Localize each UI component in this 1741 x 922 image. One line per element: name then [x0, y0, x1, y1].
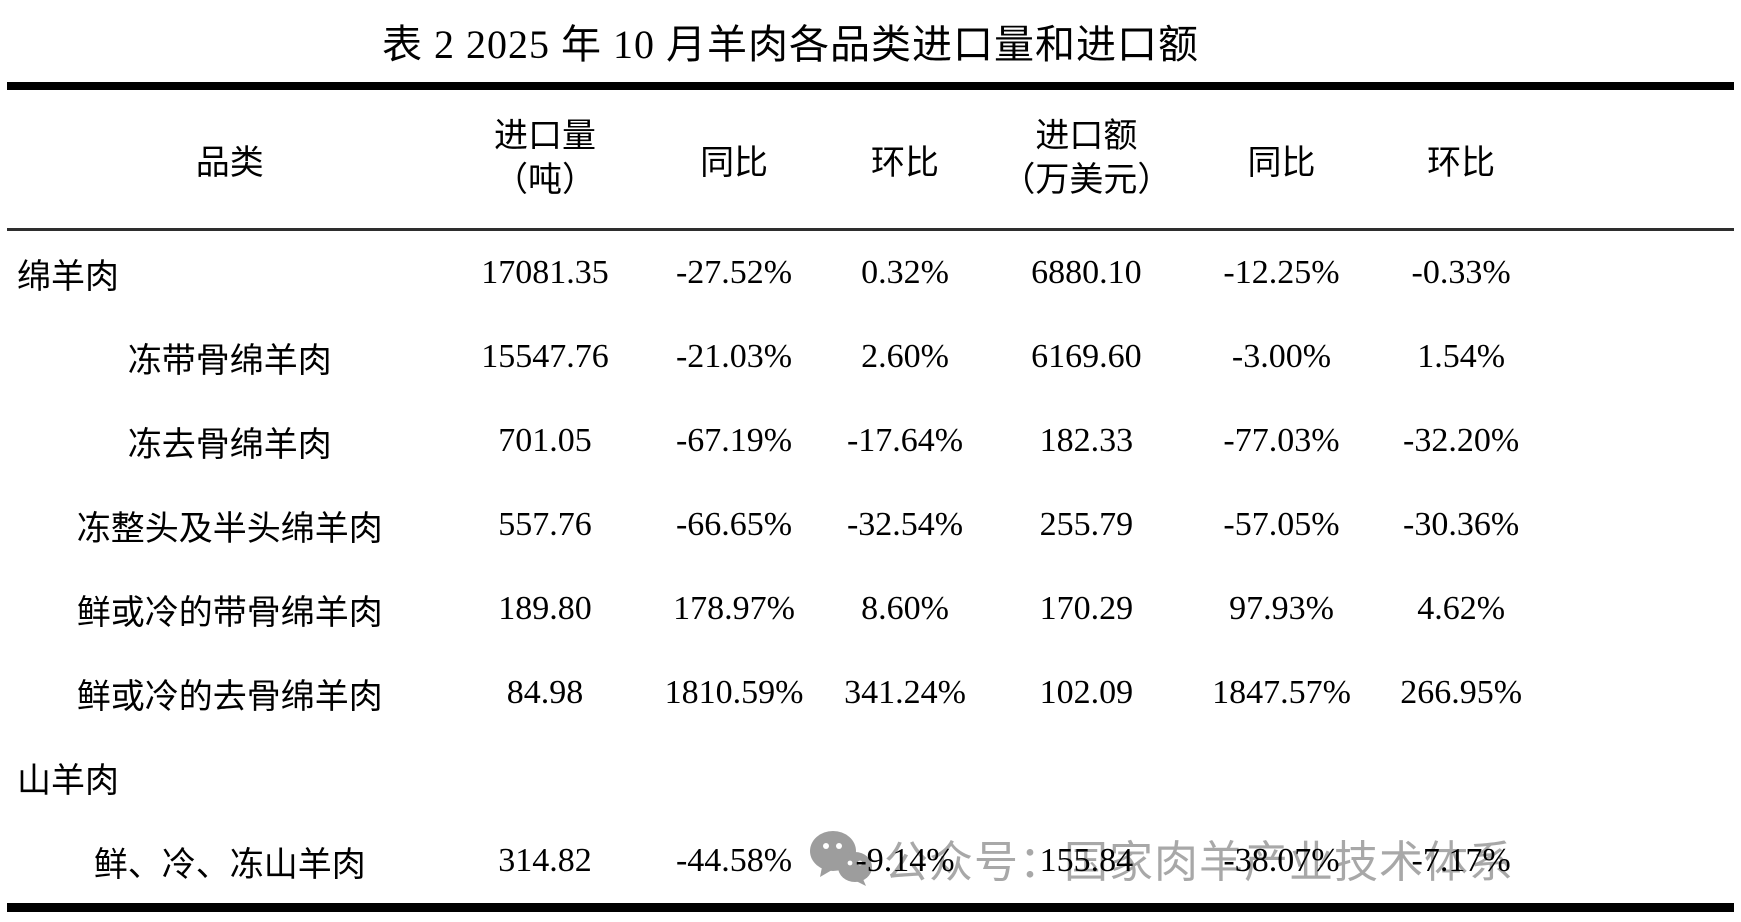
column-header-mom-volume: 环比: [830, 86, 980, 231]
yoy-volume-cell: -21.03%: [675, 338, 793, 375]
import-value-unit: （万美元）: [1001, 162, 1172, 199]
value-cell: 6880.10: [1031, 254, 1142, 291]
volume-cell: 17081.35: [481, 254, 609, 291]
value-cell: 6169.60: [1031, 338, 1142, 375]
column-header-yoy-volume: 同比: [637, 86, 831, 231]
mom-value-cell: 4.62%: [1417, 590, 1506, 627]
mom-volume-cell: -9.14%: [855, 842, 955, 879]
table-row-fresh-chilled-boneless-sheep: 鲜或冷的去骨绵羊肉 84.98 1810.59% 341.24% 102.09 …: [7, 651, 1734, 735]
title-row: 表 2 2025 年 10 月羊肉各品类进口量和进口额: [0, 0, 1741, 82]
mom-volume-cell: 2.60%: [861, 338, 949, 375]
category-cell: 冻带骨绵羊肉: [127, 342, 332, 380]
table-title: 表 2 2025 年 10 月羊肉各品类进口量和进口额: [382, 22, 1199, 67]
spacer-cell: [1553, 315, 1734, 399]
value-cell: 182.33: [1039, 422, 1134, 459]
table-row-goat-meat: 山羊肉: [7, 735, 1734, 819]
import-table: 品类 进口量 （吨） 同比 环比 进口额 （万美元） 同比 环比 绵羊肉 170…: [7, 82, 1734, 912]
table-row-frozen-bone-in-sheep: 冻带骨绵羊肉 15547.76 -21.03% 2.60% 6169.60 -3…: [7, 315, 1734, 399]
value-cell: [979, 735, 1193, 819]
mom-value-cell: 266.95%: [1400, 674, 1523, 711]
mom-volume-cell: [831, 735, 980, 819]
spacer-cell: [1553, 651, 1734, 735]
table-row-frozen-whole-half-head-sheep: 冻整头及半头绵羊肉 557.76 -66.65% -32.54% 255.79 …: [7, 483, 1734, 567]
volume-cell: 84.98: [506, 674, 584, 711]
mom-volume-cell: 341.24%: [844, 674, 966, 711]
header-row: 品类 进口量 （吨） 同比 环比 进口额 （万美元） 同比 环比: [7, 86, 1734, 231]
category-cell: 冻整头及半头绵羊肉: [76, 510, 383, 548]
spacer-cell: [1553, 230, 1734, 316]
import-value-label: 进口额: [1035, 117, 1138, 155]
column-header-import-volume: 进口量 （吨）: [452, 86, 638, 231]
category-cell: 绵羊肉: [17, 258, 119, 296]
table-row-fresh-chilled-bone-in-sheep: 鲜或冷的带骨绵羊肉 189.80 178.97% 8.60% 170.29 97…: [7, 567, 1734, 651]
volume-cell: [453, 735, 638, 819]
table-row-sheep-meat: 绵羊肉 17081.35 -27.52% 0.32% 6880.10 -12.2…: [7, 230, 1734, 316]
spacer-cell: [1553, 819, 1734, 908]
table-body: 绵羊肉 17081.35 -27.52% 0.32% 6880.10 -12.2…: [7, 230, 1734, 908]
yoy-value-cell: -57.05%: [1223, 506, 1340, 543]
yoy-value-cell: -3.00%: [1231, 338, 1332, 375]
value-cell: 155.84: [1039, 842, 1134, 879]
yoy-value-cell: 1847.57%: [1212, 674, 1351, 711]
table-row-fresh-chilled-frozen-goat: 鲜、冷、冻山羊肉 314.82 -44.58% -9.14% 155.84 -3…: [7, 819, 1734, 908]
mom-value-cell: [1370, 735, 1553, 819]
yoy-value-cell: -38.07%: [1223, 842, 1340, 879]
mom-value-cell: 1.54%: [1417, 338, 1506, 375]
import-volume-unit: （吨）: [493, 162, 596, 199]
volume-cell: 15547.76: [481, 338, 609, 375]
value-cell: 170.29: [1039, 590, 1134, 627]
volume-cell: 189.80: [498, 590, 592, 627]
yoy-volume-cell: [637, 735, 830, 819]
column-header-yoy-value: 同比: [1193, 86, 1370, 231]
table-row-frozen-boneless-sheep: 冻去骨绵羊肉 701.05 -67.19% -17.64% 182.33 -77…: [7, 399, 1734, 483]
value-cell: 255.79: [1039, 506, 1134, 543]
column-header-mom-value: 环比: [1369, 86, 1553, 231]
yoy-value-cell: 97.93%: [1229, 590, 1334, 627]
table-header: 品类 进口量 （吨） 同比 环比 进口额 （万美元） 同比 环比: [7, 86, 1734, 231]
category-cell: 冻去骨绵羊肉: [127, 426, 332, 464]
mom-volume-cell: 0.32%: [861, 254, 949, 291]
category-cell: 鲜或冷的去骨绵羊肉: [76, 678, 383, 716]
volume-cell: 557.76: [498, 506, 592, 543]
yoy-value-cell: -12.25%: [1223, 254, 1340, 291]
category-cell: 山羊肉: [17, 762, 119, 800]
mom-value-cell: -7.17%: [1411, 842, 1511, 879]
yoy-volume-cell: 1810.59%: [664, 674, 804, 711]
category-cell: 鲜或冷的带骨绵羊肉: [76, 594, 383, 632]
yoy-volume-cell: -66.65%: [675, 506, 793, 543]
yoy-volume-cell: -67.19%: [675, 422, 793, 459]
mom-volume-cell: 8.60%: [861, 590, 949, 627]
yoy-value-cell: [1193, 735, 1369, 819]
mom-value-cell: -0.33%: [1411, 254, 1511, 291]
mom-value-cell: -30.36%: [1403, 506, 1520, 543]
volume-cell: 701.05: [498, 422, 592, 459]
mom-volume-cell: -17.64%: [846, 422, 964, 459]
spacer-cell: [1553, 735, 1734, 819]
spacer-column-header: [1552, 86, 1734, 231]
spacer-cell: [1553, 567, 1734, 651]
value-cell: 102.09: [1039, 674, 1134, 711]
column-header-category: 品类: [7, 86, 453, 231]
mom-volume-cell: -32.54%: [846, 506, 964, 543]
yoy-volume-cell: -27.52%: [675, 254, 793, 291]
spacer-cell: [1553, 483, 1734, 567]
category-cell: 鲜、冷、冻山羊肉: [93, 846, 366, 884]
import-volume-label: 进口量: [493, 117, 596, 155]
column-header-import-value: 进口额 （万美元）: [979, 86, 1194, 231]
spacer-cell: [1553, 399, 1734, 483]
yoy-volume-cell: 178.97%: [673, 590, 795, 627]
mom-value-cell: -32.20%: [1403, 422, 1520, 459]
yoy-value-cell: -77.03%: [1223, 422, 1340, 459]
yoy-volume-cell: -44.58%: [675, 842, 793, 879]
volume-cell: 314.82: [498, 842, 592, 879]
